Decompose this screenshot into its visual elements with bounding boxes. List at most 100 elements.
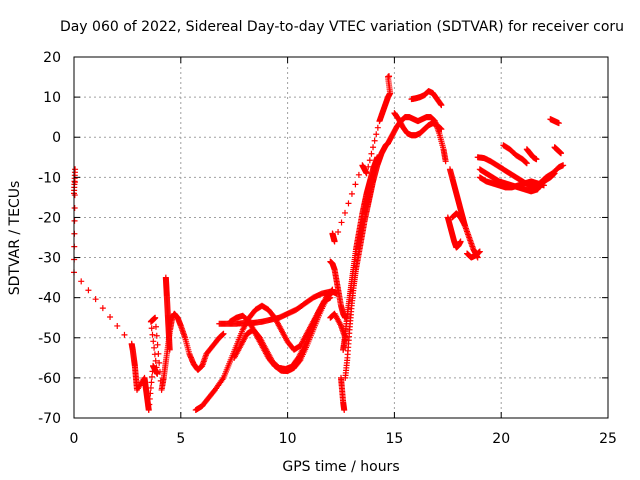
series-sdtvar-v — [476, 174, 547, 191]
data-point — [342, 209, 349, 216]
data-point — [99, 305, 106, 312]
data-point — [153, 364, 160, 371]
data-point — [335, 228, 342, 235]
plot-frame — [73, 56, 609, 419]
data-point — [121, 331, 128, 338]
series-sdtvar-f — [231, 294, 334, 373]
data-point — [85, 287, 92, 294]
data-point — [71, 204, 78, 211]
series-sdtvar-y — [547, 116, 562, 127]
series-sdtvar-l — [329, 73, 394, 245]
x-tick-label: 25 — [599, 431, 617, 447]
data-point — [152, 314, 159, 321]
data-point — [148, 379, 155, 386]
series-sdtvar-k — [340, 154, 381, 353]
data-point — [156, 359, 163, 366]
data-point — [150, 338, 157, 345]
data-point — [149, 331, 156, 338]
data-point — [153, 332, 160, 339]
axis-ticks — [73, 56, 609, 419]
series-sdtvar-j — [342, 140, 391, 381]
data-point — [152, 323, 159, 330]
series-sdtvar-n — [391, 110, 445, 139]
series-sdtvar-s — [464, 248, 483, 261]
y-tick-label: -30 — [38, 251, 61, 267]
series-sdtvar-i — [338, 374, 348, 413]
data-point — [386, 73, 393, 80]
data-point — [71, 192, 78, 199]
y-axis-label: SDTVAR / TECUs — [7, 181, 23, 296]
data-point — [327, 294, 334, 301]
data-point — [370, 144, 377, 151]
data-point — [551, 170, 558, 177]
data-point — [560, 162, 567, 169]
x-axis-label: GPS time / hours — [282, 459, 399, 475]
series-sdtvar-q — [444, 214, 464, 251]
data-point — [533, 156, 540, 163]
x-tick-label: 5 — [176, 431, 185, 447]
data-point — [438, 102, 445, 109]
series-sdtvar-x — [523, 146, 540, 163]
data-point — [558, 150, 565, 157]
data-point — [107, 314, 114, 321]
y-tick-label: -10 — [38, 170, 61, 186]
data-point — [374, 154, 381, 161]
y-tick-label: -70 — [38, 411, 61, 427]
data-point — [368, 150, 375, 157]
series-sdtvar-g — [327, 258, 349, 321]
data-point — [155, 350, 162, 357]
data-point — [371, 137, 378, 144]
data-point — [114, 322, 121, 329]
data-point — [363, 170, 370, 177]
data-point — [341, 406, 348, 413]
data-point — [220, 330, 227, 337]
series-sdtvar-o — [408, 88, 445, 109]
data-point — [345, 200, 352, 207]
data-point — [523, 160, 530, 167]
data-point — [374, 124, 381, 131]
data-point — [365, 163, 372, 170]
y-tick-label: 0 — [52, 130, 61, 146]
data-point — [145, 406, 152, 413]
y-tick-label: 10 — [43, 90, 61, 106]
data-point — [78, 278, 85, 285]
data-point — [457, 238, 464, 245]
x-tick-label: 20 — [492, 431, 510, 447]
series-sdtvar-m — [384, 114, 449, 165]
data-point — [438, 126, 445, 133]
data-point — [148, 373, 155, 380]
series-sdtvar-z — [551, 144, 565, 157]
data-point — [355, 171, 362, 178]
grid-lines — [74, 57, 608, 418]
x-tick-labels: 0 5 10 15 20 25 — [70, 431, 617, 447]
data-point — [352, 181, 359, 188]
data-point — [151, 344, 158, 351]
data-point — [338, 219, 345, 226]
data-point — [148, 325, 155, 332]
data-point — [166, 346, 173, 353]
series-sdtvar-w — [500, 142, 530, 167]
data-point — [154, 341, 161, 348]
data-point — [348, 190, 355, 197]
data-point — [366, 157, 373, 164]
data-point — [476, 248, 483, 255]
y-tick-label: -50 — [38, 331, 61, 347]
y-tick-label: -40 — [38, 291, 61, 307]
data-point — [146, 401, 153, 408]
data-point — [146, 395, 153, 402]
x-tick-label: 0 — [70, 431, 79, 447]
y-tick-label: -20 — [38, 210, 61, 226]
y-tick-label: -60 — [38, 371, 61, 387]
series-sdtvar-b — [162, 274, 173, 353]
data-point — [442, 158, 449, 165]
chart-title: Day 060 of 2022, Sidereal Day-to-day VTE… — [60, 19, 624, 35]
data-point — [71, 179, 78, 186]
data-point — [555, 120, 562, 127]
data-point — [147, 390, 154, 397]
x-tick-label: 10 — [279, 431, 297, 447]
y-tick-label: 20 — [43, 50, 61, 66]
data-point — [373, 131, 380, 138]
data-point — [147, 384, 154, 391]
y-tick-labels: -70 -60 -50 -40 -30 -20 -10 0 10 20 — [38, 50, 61, 427]
